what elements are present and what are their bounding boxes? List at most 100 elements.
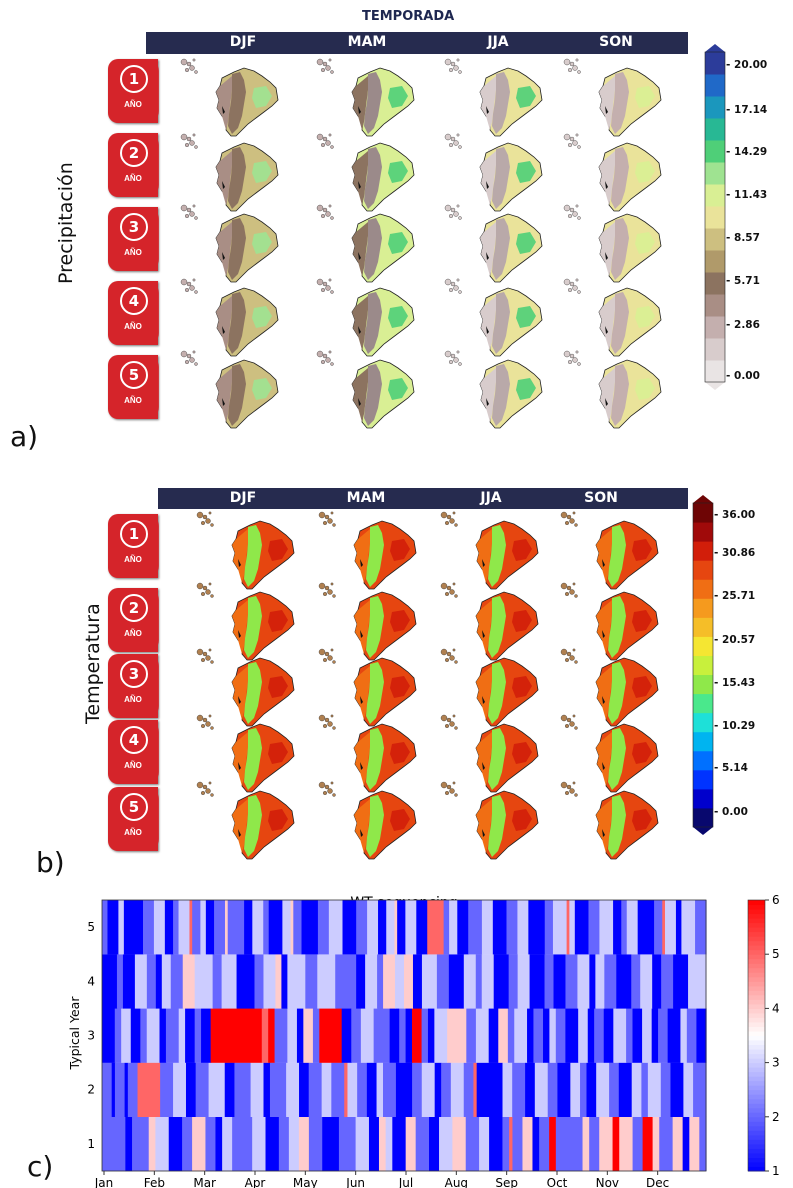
year-word: AÑO [124,322,142,331]
heatmap-cell [699,1116,707,1172]
colorbar-segment [693,807,713,828]
heatmap-cell [631,1062,643,1117]
heatmap-cell [481,954,495,1009]
map-a-1-3 [563,133,662,212]
heatmap-y-tick: 4 [87,974,95,988]
colorbar-segment [705,338,725,361]
heatmap-cell [448,954,465,1009]
heatmap-cell [111,1062,116,1117]
colorbar-tick: - 25.71 [714,590,756,602]
heatmap-colorbar-segment [748,1166,765,1172]
heatmap-cell [604,954,617,1009]
heatmap-cell [509,1116,514,1172]
heatmap-colorbar-segment [748,1058,765,1064]
heatmap-colorbar-segment [748,1157,765,1163]
map-a-1-1 [316,133,415,212]
heatmap-cell [439,1116,453,1172]
colorbar-tick: - 5.71 [726,275,760,287]
heatmap-cell [473,1062,478,1117]
heatmap-cell [165,1008,180,1063]
heatmap-x-tick: Oct [547,1176,568,1188]
heatmap-cell [355,1116,370,1172]
heatmap-cell [466,1008,477,1063]
colorbar-tick: - 0.00 [714,806,748,818]
heatmap-cell [288,1116,300,1172]
map-a-2-0 [180,204,279,283]
heatmap-cell [287,954,306,1009]
top-title: TEMPORADA [362,9,455,24]
heatmap-cell [405,1116,417,1172]
heatmap-y-tick: 5 [87,920,95,934]
colorbar-segment [705,162,725,185]
heatmap-colorbar-segment [748,1112,765,1118]
heatmap-cell [443,900,450,955]
heatmap-cell [609,1062,620,1117]
heatmap-cell [555,1116,584,1172]
year-number: 5 [120,361,148,389]
heatmap-cell [303,1008,314,1063]
colorbar-tick: - 2.86 [726,319,760,331]
heatmap-cell [399,1008,407,1063]
colorbar-segment [693,579,713,599]
heatmap-cell [308,1062,323,1117]
colorbar-cap-bottom [705,382,725,390]
year-tab-4: 4 AÑO [108,720,159,784]
heatmap-cell [667,1008,682,1063]
heatmap-cell [210,1008,263,1063]
map-a-0-2 [444,58,543,137]
heatmap-cell [532,1116,540,1172]
heatmap-cell [178,900,191,955]
heatmap-cell [153,900,166,955]
heatmap-cell [544,900,554,955]
heatmap-cell [529,954,546,1009]
map-a-3-3 [563,278,662,357]
heatmap-cell [555,1008,566,1063]
heatmap-cell [244,900,253,955]
heatmap-colorbar-segment [748,1125,765,1131]
colorbar-segment [705,184,725,207]
heatmap-cell [214,900,226,955]
map-b-1-0 [196,582,295,661]
heatmap-cell [612,1116,620,1172]
heatmap-cell [341,1008,352,1063]
heatmap-cell [549,1008,557,1063]
heatmap-cell [331,1062,345,1117]
heatmap-x-tick: Sep [495,1176,518,1188]
heatmap-cell [347,1062,358,1117]
heatmap-colorbar-segment [748,1085,765,1091]
heatmap-cell [232,1116,253,1172]
heatmap-cell [192,900,201,955]
heatmap-cell [389,1008,400,1063]
map-b-3-2 [440,714,539,793]
heatmap-cell [675,900,683,955]
heatmap-cell [412,954,423,1009]
heatmap-cell [517,954,531,1009]
heatmap-cell [449,900,458,955]
colorbar-segment [705,272,725,295]
heatmap-cell [647,1062,662,1117]
year-tab-2: 2 AÑO [108,588,159,652]
heatmap-cell [493,954,510,1009]
heatmap-cell [549,1116,557,1172]
heatmap-cell [205,900,215,955]
heatmap-cell [265,1116,280,1172]
heatmap-cell [488,1008,499,1063]
heatmap-cell [533,1008,544,1063]
heatmap-cell [574,900,590,955]
map-b-3-0 [196,714,295,793]
map-a-1-0 [180,133,279,212]
heatmap-cell [134,954,148,1009]
heatmap-x-tick: Aug [445,1176,468,1188]
map-b-0-1 [318,511,417,590]
heatmap-cell [637,900,655,955]
heatmap-colorbar-segment [748,1030,765,1036]
heatmap-x-tick: Mar [193,1176,216,1188]
heatmap-cell [212,954,223,1009]
heatmap-x-tick: Jun [345,1176,365,1188]
heatmap-cell [416,900,428,955]
heatmap-cell [512,1062,526,1117]
colorbar-segment [693,560,713,580]
colorbar-tick: - 8.57 [726,232,760,244]
wt-sequencing-heatmap: WT sequencing Typical Year 12345JanFebMa… [67,893,780,1188]
season-header-b: DJF MAM JJA SON [158,488,688,509]
